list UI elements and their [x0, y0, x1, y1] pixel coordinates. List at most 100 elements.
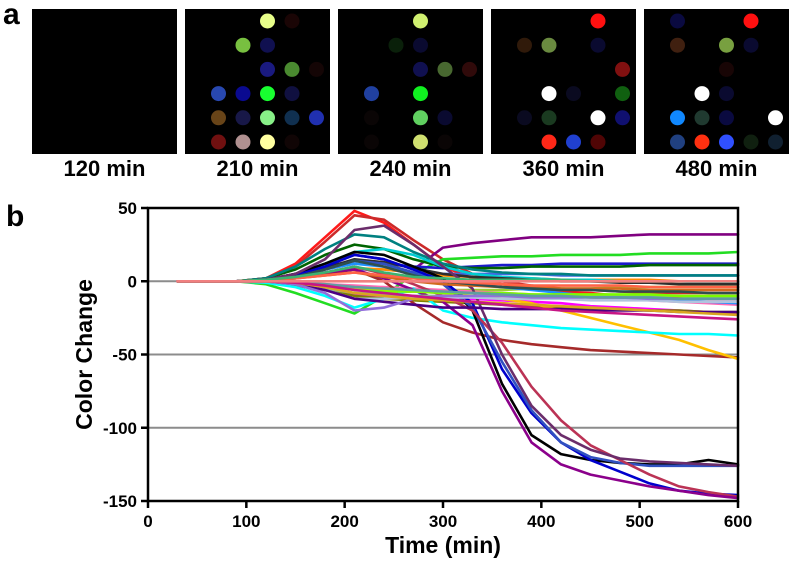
- y-tick-label: -100: [103, 419, 137, 438]
- tile-caption: 240 min: [369, 156, 452, 181]
- x-tick-label: 500: [625, 512, 653, 531]
- panel-a-label: a: [3, 0, 20, 31]
- y-tick-label: 0: [128, 272, 137, 291]
- spot-dot: [590, 13, 606, 29]
- spot-dot: [388, 37, 404, 53]
- tile-image: [211, 13, 324, 150]
- x-tick-label: 0: [143, 512, 152, 531]
- spot-dot: [566, 86, 581, 102]
- color-change-line-chart: 0 100 200 300 400 500 600 -150 -100 -50 0 50 Time (m…: [71, 199, 752, 558]
- spot-dot: [719, 134, 734, 150]
- spot-dot: [743, 134, 759, 150]
- spot-dot: [309, 61, 324, 77]
- spot-dot: [211, 86, 226, 102]
- spot-dot: [284, 86, 300, 102]
- spot-dot: [413, 134, 428, 150]
- series-line: [176, 250, 740, 315]
- spot-dot: [517, 110, 532, 126]
- spot-dot: [260, 13, 275, 29]
- spot-dot: [541, 134, 557, 150]
- spot-dot: [235, 86, 251, 102]
- tile-240-min: [338, 9, 483, 154]
- spot-dot: [413, 61, 428, 77]
- spot-dot: [719, 110, 734, 126]
- spot-dot: [615, 61, 630, 77]
- series-line: [176, 224, 740, 468]
- y-axis-label: Color Change: [71, 279, 97, 430]
- tile-image: [670, 13, 800, 150]
- spot-dot: [364, 86, 379, 102]
- spot-dot: [590, 134, 606, 150]
- y-tick-label: 50: [118, 199, 137, 218]
- spot-dot: [260, 134, 275, 150]
- spot-dot: [590, 110, 606, 126]
- y-tick-label: -150: [103, 492, 137, 511]
- spot-dot: [541, 110, 557, 126]
- spot-dot: [590, 37, 606, 53]
- tile-caption: 360 min: [522, 156, 605, 181]
- tile-120-min: [32, 9, 177, 154]
- x-tick-label: 400: [527, 512, 555, 531]
- spot-dot: [719, 61, 734, 77]
- spot-dot: [670, 13, 685, 29]
- spot-dot: [260, 37, 275, 53]
- tile-480-min: [644, 9, 800, 154]
- spot-dot: [284, 13, 300, 29]
- spot-dot: [437, 110, 453, 126]
- spot-dot: [462, 61, 477, 77]
- tile-caption: 210 min: [216, 156, 299, 181]
- spot-dot: [541, 86, 557, 102]
- spot-dot: [694, 134, 710, 150]
- spot-dot: [235, 110, 251, 126]
- spot-dot: [211, 134, 226, 150]
- tile-caption: 120 min: [63, 156, 146, 181]
- spot-dot: [413, 37, 428, 53]
- x-tick-label: 200: [330, 512, 358, 531]
- spot-dot: [364, 134, 379, 150]
- spot-dot: [719, 37, 734, 53]
- spot-dot: [235, 134, 251, 150]
- x-tick-label: 600: [724, 512, 752, 531]
- spot-dot: [437, 134, 453, 150]
- x-axis-label: Time (min): [385, 532, 501, 558]
- spot-dot: [694, 110, 710, 126]
- y-tick-label: -50: [112, 346, 137, 365]
- spot-dot: [566, 134, 581, 150]
- spot-dot: [670, 37, 685, 53]
- spot-dot: [413, 13, 428, 29]
- tile-image: [517, 13, 630, 150]
- spot-dot: [260, 86, 275, 102]
- spot-dot: [211, 110, 226, 126]
- spot-dot: [284, 134, 300, 150]
- spot-dot: [541, 37, 557, 53]
- spot-dot: [615, 86, 630, 102]
- spot-dot: [768, 110, 783, 126]
- spot-dot: [235, 37, 251, 53]
- spot-dot: [670, 110, 685, 126]
- spot-dot: [413, 86, 428, 102]
- tile-image: [364, 13, 477, 150]
- spot-dot: [743, 37, 759, 53]
- spot-dot: [615, 110, 630, 126]
- spot-dot: [670, 134, 685, 150]
- tile-image: [32, 9, 177, 154]
- spot-dot: [413, 110, 428, 126]
- series-line: [176, 233, 740, 283]
- spot-dot: [364, 110, 379, 126]
- tile-caption: 480 min: [675, 156, 758, 181]
- spot-dot: [517, 37, 532, 53]
- spot-dot: [309, 110, 324, 126]
- spot-dot: [260, 61, 275, 77]
- x-tick-label: 300: [429, 512, 457, 531]
- spot-dot: [284, 110, 300, 126]
- spot-dot: [437, 61, 453, 77]
- spot-dot: [719, 86, 734, 102]
- spot-dot: [768, 134, 783, 150]
- spot-dot: [694, 86, 710, 102]
- tile-360-min: [491, 9, 636, 154]
- tile-210-min: [185, 9, 330, 154]
- spot-dot: [284, 61, 300, 77]
- panel-b-label: b: [6, 200, 25, 233]
- x-tick-label: 100: [232, 512, 260, 531]
- spot-dot: [743, 13, 759, 29]
